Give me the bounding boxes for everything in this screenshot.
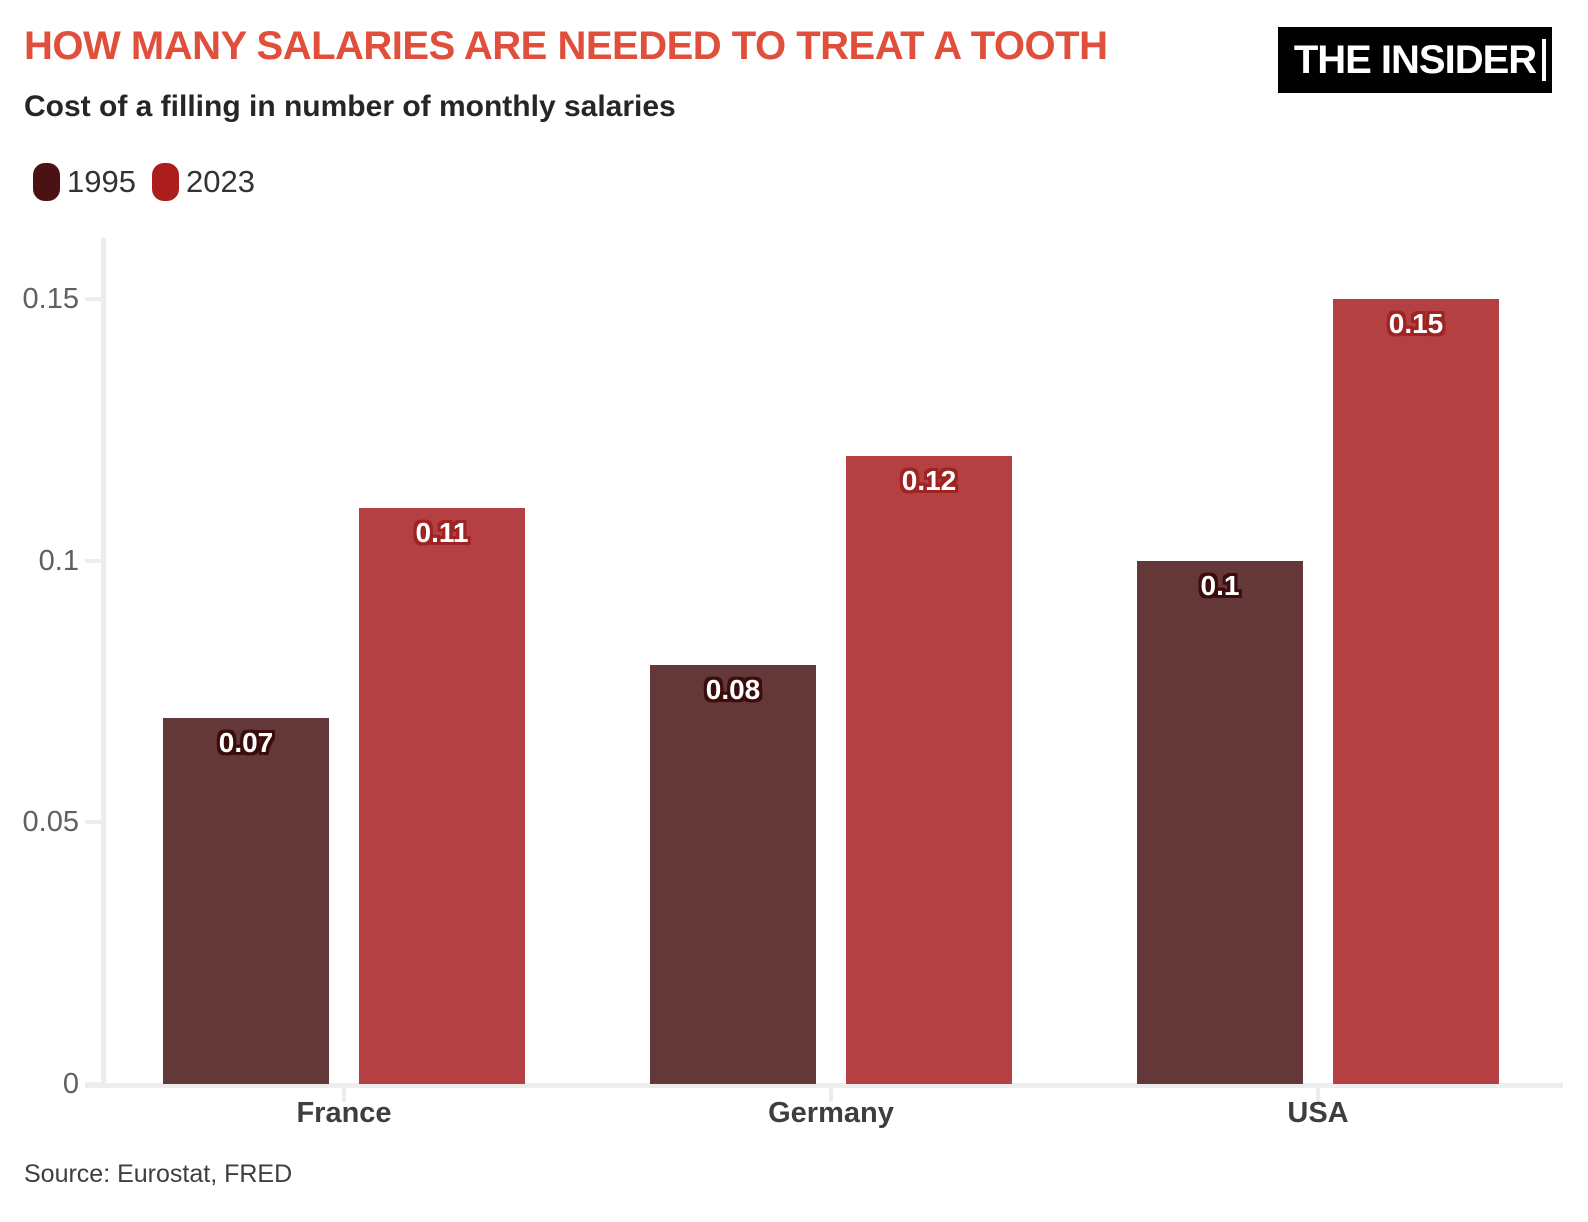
bar-value-label-2023-usa: 0.15 (1388, 308, 1444, 339)
y-tick-label-0.15: 0.15 (22, 283, 79, 315)
y-tick-label-0.1: 0.1 (38, 544, 79, 577)
chart-legend: 1995 2023 (33, 163, 255, 201)
bar-1995-germany (650, 665, 816, 1084)
legend-item-1995: 1995 (33, 163, 136, 201)
y-tick-0.05 (85, 820, 103, 825)
y-axis-line (101, 238, 106, 1088)
x-axis-label-france: France (296, 1097, 392, 1129)
legend-item-2023: 2023 (151, 163, 255, 201)
x-tick-france (342, 1088, 346, 1102)
legend-label-2023: 2023 (185, 164, 255, 199)
bar-2023-usa (1333, 299, 1499, 1084)
bar-1995-usa (1137, 560, 1303, 1084)
bar-2023-france (359, 508, 525, 1084)
x-tick-germany (829, 1088, 833, 1102)
x-tick-usa (1316, 1088, 1320, 1102)
y-tick-0 (85, 1082, 103, 1086)
bar-value-label-1995-usa: 0.1 (1200, 569, 1240, 601)
bar-value-label-1995-germany: 0.08 (705, 674, 761, 706)
y-tick-0.15 (85, 297, 103, 301)
bar-value-label-2023-germany: 0.12 (901, 465, 957, 496)
y-tick-0.1 (85, 558, 103, 563)
legend-swatch-1995 (33, 163, 60, 201)
bar-value-label-2023-france: 0.11 (415, 517, 469, 549)
y-tick-label-0.05: 0.05 (22, 806, 79, 839)
logo-cursor-bar (1542, 39, 1546, 81)
legend-label-1995: 1995 (67, 164, 136, 199)
bar-1995-france (163, 717, 329, 1084)
legend-swatch-2023 (151, 163, 179, 201)
y-tick-label-0: 0 (62, 1068, 79, 1100)
bar-2023-germany (846, 456, 1012, 1084)
chart-subtitle: Cost of a filling in number of monthly s… (24, 90, 676, 123)
the-insider-logo: THE INSIDER (1278, 27, 1552, 93)
x-axis-line (85, 1083, 1563, 1088)
chart-title: HOW MANY SALARIES ARE NEEDED TO TREAT A … (24, 24, 1108, 68)
logo-text: THE INSIDER (1293, 37, 1537, 82)
bar-value-label-1995-france: 0.07 (218, 726, 274, 758)
source-note: Source: Eurostat, FRED (24, 1160, 293, 1188)
x-axis-label-usa: USA (1287, 1097, 1349, 1129)
x-axis-label-germany: Germany (768, 1097, 894, 1129)
